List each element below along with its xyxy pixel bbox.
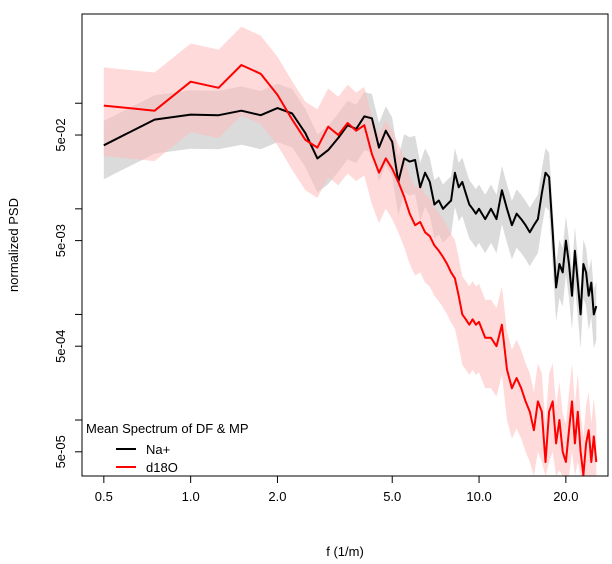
x-tick-label: 0.5 bbox=[95, 489, 113, 504]
x-tick-label: 5.0 bbox=[383, 489, 401, 504]
plot-frame bbox=[81, 13, 609, 477]
y-tick-label: 5e-03 bbox=[53, 224, 68, 257]
series-lines bbox=[103, 64, 598, 477]
x-axis-title: f (1/m) bbox=[326, 544, 364, 559]
band-1 bbox=[103, 26, 597, 477]
legend-title: Mean Spectrum of DF & MP bbox=[86, 421, 249, 436]
confidence-bands bbox=[103, 26, 597, 477]
series-line-0 bbox=[103, 107, 598, 316]
y-tick-label: 5e-02 bbox=[53, 118, 68, 151]
x-tick-label: 20.0 bbox=[553, 489, 578, 504]
legend-label-na: Na+ bbox=[146, 442, 170, 457]
y-axis: 5e-05 5e-04 5e-03 5e-02 bbox=[53, 102, 82, 468]
y-tick-label: 5e-05 bbox=[53, 435, 68, 468]
x-axis: 0.5 1.0 2.0 5.0 10.0 20.0 bbox=[95, 476, 579, 504]
legend: Mean Spectrum of DF & MP Na+ d18O bbox=[86, 421, 249, 475]
series-line-1 bbox=[103, 64, 598, 477]
x-tick-label: 2.0 bbox=[268, 489, 286, 504]
x-tick-label: 1.0 bbox=[182, 489, 200, 504]
y-axis-title: normalized PSD bbox=[6, 198, 21, 292]
y-tick-label: 5e-04 bbox=[53, 330, 68, 363]
legend-label-d18o: d18O bbox=[146, 460, 178, 475]
x-tick-label: 10.0 bbox=[466, 489, 491, 504]
